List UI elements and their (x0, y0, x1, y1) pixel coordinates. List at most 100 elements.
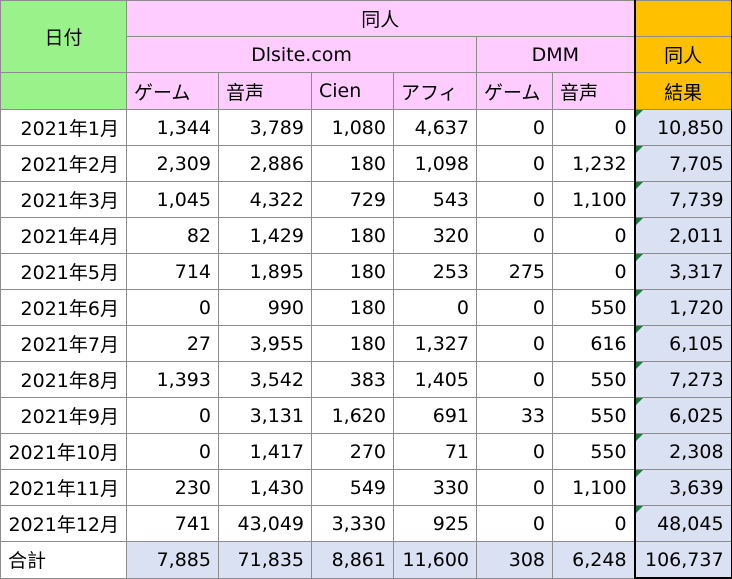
dmm-game-cell[interactable]: 0 (476, 181, 553, 218)
dlsite-game-cell[interactable]: 1,393 (126, 361, 219, 398)
result-cell[interactable]: 3,317 (633, 253, 732, 290)
dlsite-game-cell[interactable]: 230 (126, 469, 219, 506)
dmm-voice-cell[interactable]: 550 (551, 361, 636, 398)
dlsite-voice-cell[interactable]: 1,429 (218, 217, 312, 254)
dmm-game-cell[interactable]: 0 (476, 109, 553, 146)
date-cell[interactable]: 2021年3月 (0, 181, 127, 218)
dmm-voice-cell[interactable]: 1,100 (551, 469, 636, 506)
dmm-game-cell[interactable]: 0 (476, 145, 553, 182)
total-dmm-game-cell[interactable]: 308 (476, 541, 553, 579)
result-cell[interactable]: 6,105 (633, 325, 732, 362)
result-cell[interactable]: 7,739 (633, 181, 732, 218)
date-cell[interactable]: 2021年2月 (0, 145, 127, 182)
dlsite-game-cell[interactable]: 0 (126, 397, 219, 434)
result-cell[interactable]: 2,308 (633, 433, 732, 470)
dlsite-voice-cell[interactable]: 3,955 (218, 325, 312, 362)
dmm-voice-cell[interactable]: 616 (551, 325, 636, 362)
result-cell[interactable]: 7,705 (633, 145, 732, 182)
date-cell[interactable]: 2021年7月 (0, 325, 127, 362)
affiliate-cell[interactable]: 4,637 (393, 109, 477, 146)
dlsite-game-cell[interactable]: 82 (126, 217, 219, 254)
col-header-affiliate[interactable]: アフィ (393, 72, 477, 110)
dmm-voice-cell[interactable]: 1,232 (551, 145, 636, 182)
result-cell[interactable]: 6,025 (633, 397, 732, 434)
dmm-voice-cell[interactable]: 1,100 (551, 181, 636, 218)
result-header-top[interactable] (633, 0, 732, 37)
cien-cell[interactable]: 180 (311, 253, 394, 290)
result-cell[interactable]: 1,720 (633, 289, 732, 326)
dmm-voice-cell[interactable]: 550 (551, 433, 636, 470)
date-cell[interactable]: 2021年6月 (0, 289, 127, 326)
col-header-dlsite-voice[interactable]: 音声 (218, 72, 312, 110)
dlsite-voice-cell[interactable]: 1,430 (218, 469, 312, 506)
col-header-cien[interactable]: Cien (311, 72, 394, 110)
cien-cell[interactable]: 383 (311, 361, 394, 398)
col-header-dlsite-game[interactable]: ゲーム (126, 72, 219, 110)
affiliate-cell[interactable]: 1,327 (393, 325, 477, 362)
dlsite-game-cell[interactable]: 741 (126, 505, 219, 542)
dmm-game-cell[interactable]: 0 (476, 217, 553, 254)
result-cell[interactable]: 7,273 (633, 361, 732, 398)
cien-cell[interactable]: 180 (311, 145, 394, 182)
col-header-dmm-game[interactable]: ゲーム (476, 72, 553, 110)
dlsite-game-cell[interactable]: 1,344 (126, 109, 219, 146)
dlsite-voice-cell[interactable]: 3,131 (218, 397, 312, 434)
cien-cell[interactable]: 729 (311, 181, 394, 218)
dlsite-game-cell[interactable]: 0 (126, 289, 219, 326)
dlsite-game-cell[interactable]: 714 (126, 253, 219, 290)
dlsite-header[interactable]: Dlsite.com (126, 36, 477, 73)
date-cell[interactable]: 2021年10月 (0, 433, 127, 470)
result-cell[interactable]: 48,045 (633, 505, 732, 542)
dmm-voice-cell[interactable]: 0 (551, 253, 636, 290)
date-cell[interactable]: 2021年11月 (0, 469, 127, 506)
doujin-group-header[interactable]: 同人 (125, 0, 636, 37)
date-cell[interactable]: 2021年12月 (0, 505, 127, 542)
dmm-game-cell[interactable]: 0 (476, 433, 553, 470)
dmm-game-cell[interactable]: 0 (476, 505, 553, 542)
dmm-voice-cell[interactable]: 550 (551, 289, 636, 326)
cien-cell[interactable]: 180 (311, 325, 394, 362)
dmm-game-cell[interactable]: 0 (476, 361, 553, 398)
date-header[interactable]: 日付 (0, 0, 127, 73)
dmm-game-cell[interactable]: 0 (476, 469, 553, 506)
cien-cell[interactable]: 270 (311, 433, 394, 470)
dmm-voice-cell[interactable]: 0 (551, 109, 636, 146)
dmm-game-cell[interactable]: 275 (476, 253, 553, 290)
result-header[interactable]: 結果 (633, 72, 732, 110)
date-header-blank[interactable] (0, 72, 127, 110)
date-cell[interactable]: 2021年4月 (0, 217, 127, 254)
affiliate-cell[interactable]: 543 (393, 181, 477, 218)
result-header-doujin[interactable]: 同人 (633, 36, 732, 73)
cien-cell[interactable]: 3,330 (311, 505, 394, 542)
affiliate-cell[interactable]: 320 (393, 217, 477, 254)
affiliate-cell[interactable]: 1,098 (393, 145, 477, 182)
affiliate-cell[interactable]: 330 (393, 469, 477, 506)
dmm-voice-cell[interactable]: 0 (551, 505, 636, 542)
dmm-voice-cell[interactable]: 0 (551, 217, 636, 254)
cien-cell[interactable]: 1,080 (311, 109, 394, 146)
dlsite-voice-cell[interactable]: 990 (218, 289, 312, 326)
result-cell[interactable]: 2,011 (633, 217, 732, 254)
total-affiliate-cell[interactable]: 11,600 (393, 541, 477, 579)
date-cell[interactable]: 2021年5月 (0, 253, 127, 290)
total-dlsite-game-cell[interactable]: 7,885 (126, 541, 219, 579)
cien-cell[interactable]: 1,620 (311, 397, 394, 434)
result-cell[interactable]: 3,639 (633, 469, 732, 506)
affiliate-cell[interactable]: 1,405 (393, 361, 477, 398)
total-result-cell[interactable]: 106,737 (633, 541, 732, 579)
affiliate-cell[interactable]: 0 (393, 289, 477, 326)
dmm-game-cell[interactable]: 0 (476, 289, 553, 326)
affiliate-cell[interactable]: 691 (393, 397, 477, 434)
cien-cell[interactable]: 180 (311, 289, 394, 326)
total-cien-cell[interactable]: 8,861 (311, 541, 394, 579)
dlsite-voice-cell[interactable]: 2,886 (218, 145, 312, 182)
dlsite-voice-cell[interactable]: 3,789 (218, 109, 312, 146)
total-dmm-voice-cell[interactable]: 6,248 (551, 541, 636, 579)
dlsite-game-cell[interactable]: 2,309 (126, 145, 219, 182)
dlsite-voice-cell[interactable]: 43,049 (218, 505, 312, 542)
date-cell[interactable]: 2021年9月 (0, 397, 127, 434)
col-header-dmm-voice[interactable]: 音声 (551, 72, 636, 110)
result-cell[interactable]: 10,850 (633, 109, 732, 146)
dmm-game-cell[interactable]: 0 (476, 325, 553, 362)
date-cell[interactable]: 2021年8月 (0, 361, 127, 398)
